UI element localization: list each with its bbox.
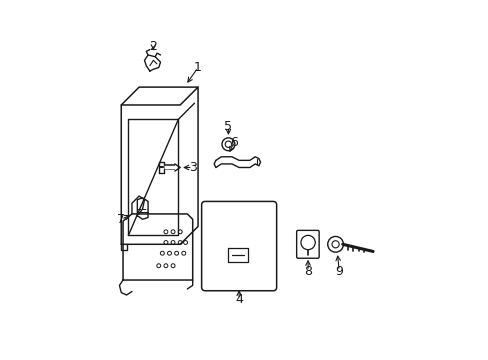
Text: 1: 1 (194, 61, 202, 74)
Text: 8: 8 (304, 265, 311, 278)
Text: 7: 7 (117, 213, 125, 226)
Text: 3: 3 (188, 161, 196, 174)
Text: 6: 6 (229, 136, 237, 149)
Text: 5: 5 (224, 120, 232, 133)
Text: 9: 9 (335, 265, 343, 278)
Text: 2: 2 (149, 40, 157, 53)
Text: 4: 4 (235, 293, 243, 306)
